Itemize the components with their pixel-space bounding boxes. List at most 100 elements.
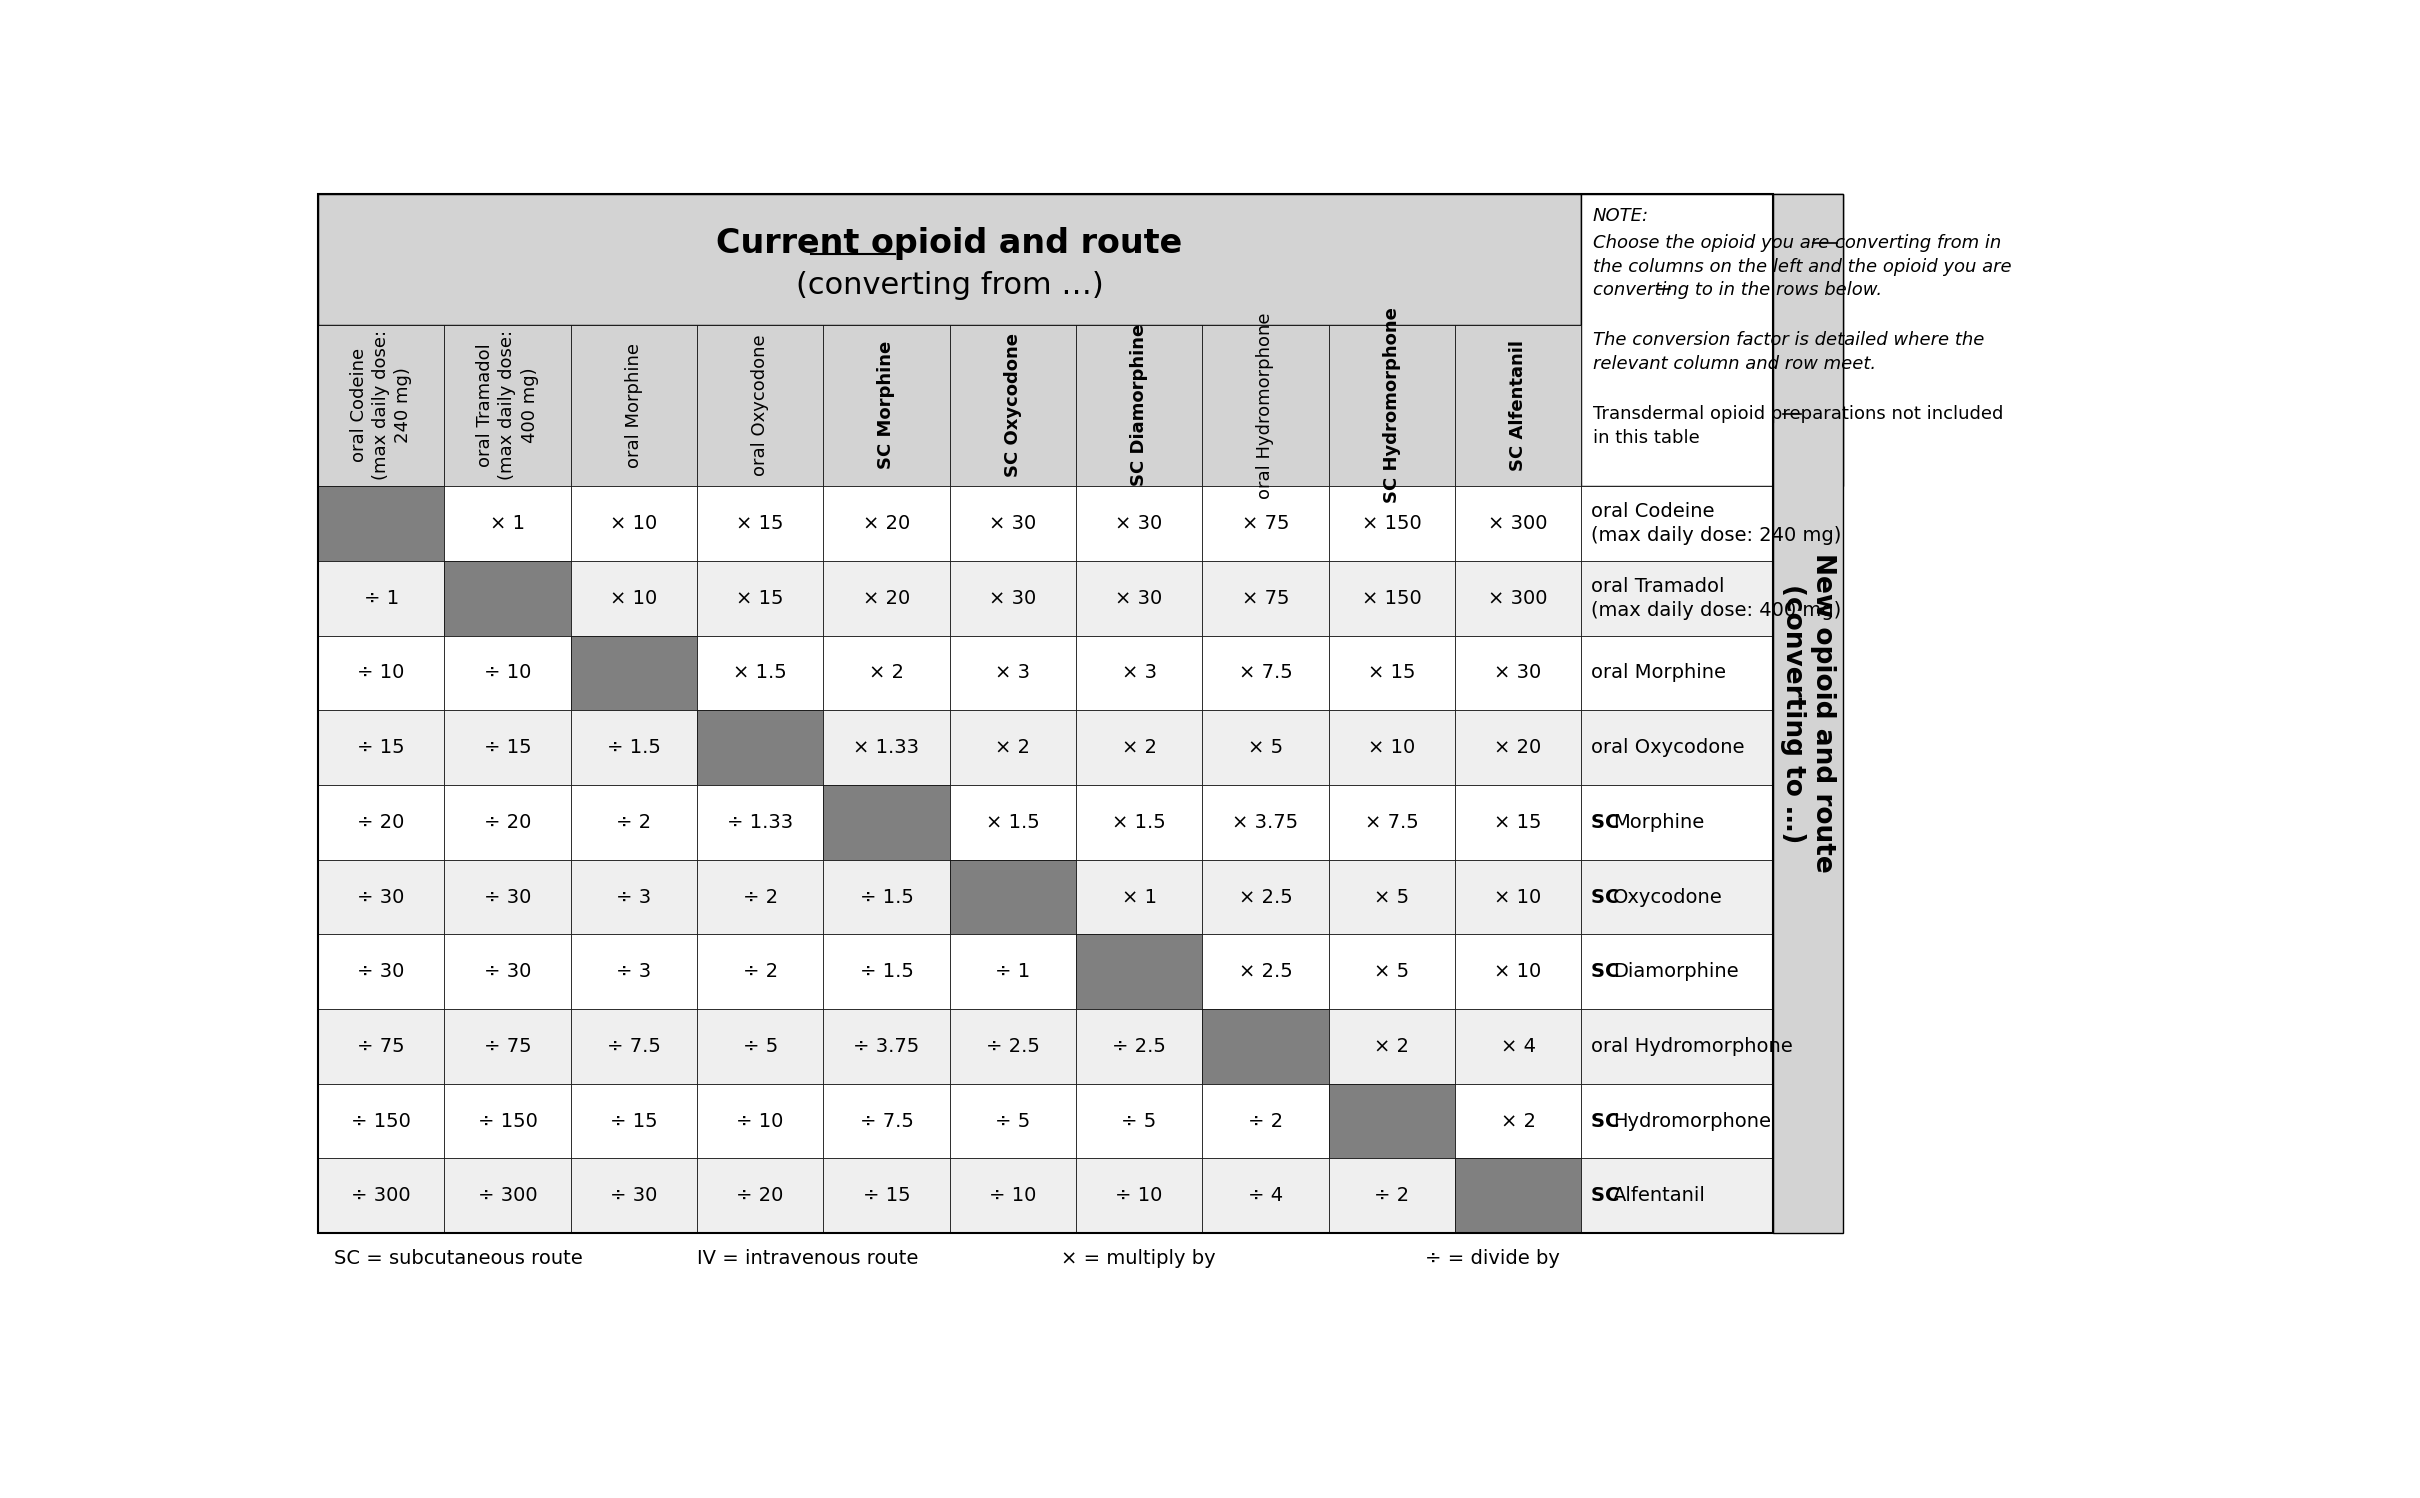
Text: Oxycodone: Oxycodone [1612,887,1723,906]
Bar [1329,635,1454,710]
Text: ÷ 10: ÷ 10 [358,664,404,683]
Bar [697,1010,823,1083]
Text: ÷ 3: ÷ 3 [617,887,651,906]
Bar [1077,860,1203,935]
Text: ÷ 15: ÷ 15 [610,1112,658,1131]
Bar [823,710,949,785]
Bar [823,935,949,1010]
Text: × 1.5: × 1.5 [733,664,786,683]
Text: × 75: × 75 [1241,514,1290,533]
Bar [697,860,823,935]
Text: × 30: × 30 [1116,514,1162,533]
Bar [949,560,1077,635]
Text: × 2: × 2 [1375,1037,1408,1056]
Text: oral Tramadol
(max daily dose:
400 mg): oral Tramadol (max daily dose: 400 mg) [477,330,540,481]
Bar [1077,325,1203,487]
Bar [571,860,697,935]
Bar [697,1083,823,1158]
Text: × 150: × 150 [1362,514,1421,533]
Bar [1203,635,1329,710]
Text: SC: SC [1590,962,1626,981]
Text: × 300: × 300 [1488,514,1549,533]
Text: ÷ = divide by: ÷ = divide by [1425,1249,1561,1267]
Text: ÷ 1.5: ÷ 1.5 [859,887,912,906]
Bar [949,785,1077,860]
Text: ÷ 1: ÷ 1 [363,589,399,608]
Text: × 2: × 2 [995,739,1031,756]
Text: ÷ 2: ÷ 2 [743,887,777,906]
Text: SC = subcutaneous route: SC = subcutaneous route [334,1249,583,1267]
Bar [697,710,823,785]
Text: × 3: × 3 [995,664,1031,683]
Bar [317,860,445,935]
Bar [823,1083,949,1158]
Text: oral Oxycodone: oral Oxycodone [1590,739,1745,756]
Text: New opioid and route
(converting to …): New opioid and route (converting to …) [1781,553,1837,873]
Bar [317,935,445,1010]
Bar [823,860,949,935]
Bar [445,325,571,487]
Bar [571,325,697,487]
Bar [1203,1010,1329,1083]
Text: × 7.5: × 7.5 [1365,813,1418,831]
Text: SC Morphine: SC Morphine [878,342,895,469]
Text: × 30: × 30 [1496,664,1542,683]
Bar [823,560,949,635]
Bar [1580,860,1774,935]
Bar [317,487,445,560]
Text: ÷ 5: ÷ 5 [995,1112,1031,1131]
Text: ÷ 10: ÷ 10 [484,664,530,683]
Text: SC: SC [1590,1186,1626,1206]
Text: × 5: × 5 [1375,887,1408,906]
Text: × 300: × 300 [1488,589,1549,608]
Bar [1454,560,1580,635]
Text: ÷ 15: ÷ 15 [862,1186,910,1206]
Text: × 10: × 10 [610,514,658,533]
Text: × = multiply by: × = multiply by [1062,1249,1215,1267]
Bar [1580,785,1774,860]
Bar [1077,487,1203,560]
Bar [697,560,823,635]
Bar [1203,487,1329,560]
Text: ÷ 10: ÷ 10 [736,1112,784,1131]
Bar [1454,487,1580,560]
Text: × 4: × 4 [1500,1037,1537,1056]
Text: × 1.5: × 1.5 [985,813,1041,831]
Text: ÷ 30: ÷ 30 [484,887,530,906]
Bar [1580,193,1844,487]
Bar [445,1083,571,1158]
Bar [1203,785,1329,860]
Bar [697,487,823,560]
Text: ÷ 75: ÷ 75 [484,1037,532,1056]
Text: ÷ 1: ÷ 1 [995,962,1031,981]
Text: SC Diamorphine: SC Diamorphine [1130,324,1147,487]
Bar [1580,1158,1774,1233]
Text: ÷ 2: ÷ 2 [1375,1186,1408,1206]
Text: × 1.33: × 1.33 [854,739,920,756]
Bar [445,935,571,1010]
Bar [1329,1158,1454,1233]
Text: × 30: × 30 [990,514,1036,533]
Bar [1580,935,1774,1010]
Bar [1329,785,1454,860]
Text: × 15: × 15 [1493,813,1542,831]
Bar [1203,325,1329,487]
Bar [317,1083,445,1158]
Text: (converting from …): (converting from …) [796,271,1104,300]
Bar [317,1158,445,1233]
Bar [823,1158,949,1233]
Bar [571,1083,697,1158]
Text: ÷ 5: ÷ 5 [1120,1112,1157,1131]
Text: ÷ 150: ÷ 150 [351,1112,411,1131]
Text: ÷ 30: ÷ 30 [484,962,530,981]
Text: × 5: × 5 [1249,739,1283,756]
Text: × 3.75: × 3.75 [1232,813,1300,831]
Bar [317,193,1774,1233]
Text: Morphine: Morphine [1612,813,1704,831]
Bar [949,935,1077,1010]
Text: × 150: × 150 [1362,589,1421,608]
Bar [1580,560,1774,635]
Text: × 15: × 15 [736,514,784,533]
Bar [1454,860,1580,935]
Bar [571,935,697,1010]
